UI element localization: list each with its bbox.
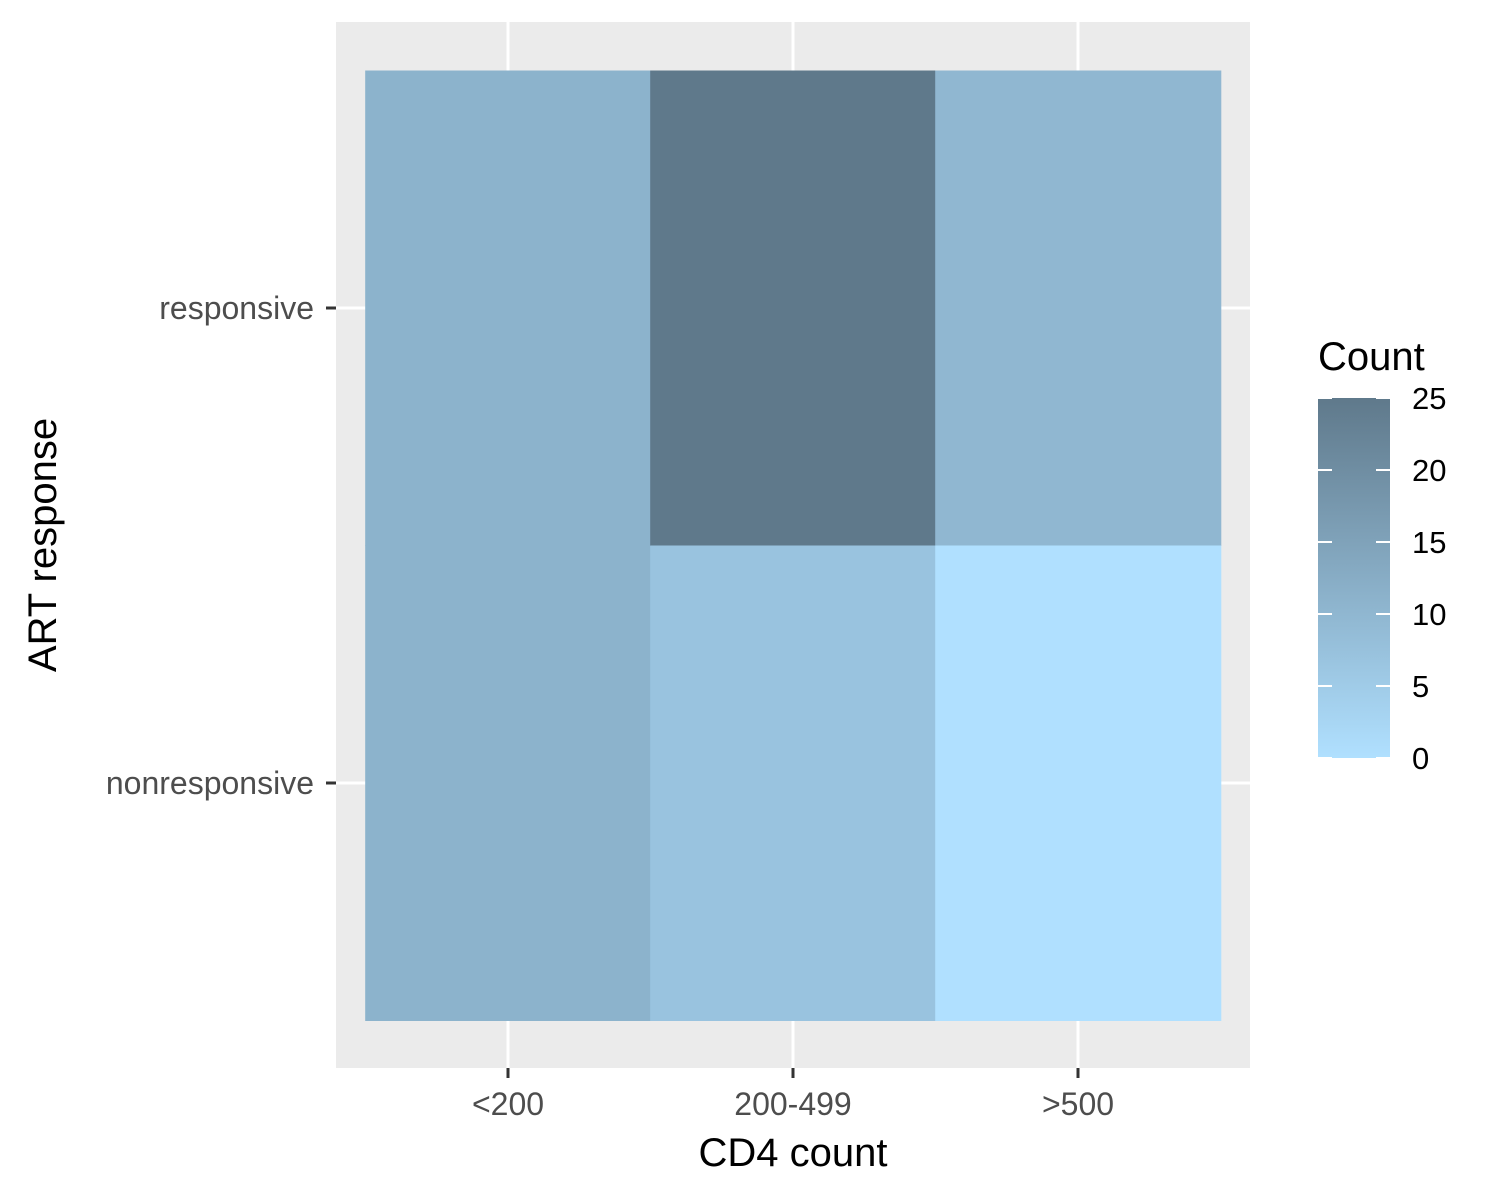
legend: Count 0 5 10 15 20 25 xyxy=(1318,335,1446,776)
x-tick-label: 200-499 xyxy=(734,1086,851,1122)
x-tick-label: <200 xyxy=(472,1086,544,1122)
x-axis-title: CD4 count xyxy=(699,1131,888,1175)
heatmap-cell xyxy=(650,70,937,546)
y-tick-label: responsive xyxy=(159,290,314,326)
heatmap-cell xyxy=(935,545,1222,1021)
legend-title: Count xyxy=(1318,335,1425,379)
legend-tick-label: 5 xyxy=(1412,669,1429,704)
legend-ticks: 0 5 10 15 20 25 xyxy=(1318,381,1446,776)
legend-tick-label: 20 xyxy=(1412,453,1446,488)
y-axis: nonresponsive responsive xyxy=(106,290,336,801)
legend-tick-label: 15 xyxy=(1412,525,1446,560)
legend-colorbar xyxy=(1318,398,1390,758)
legend-tick-label: 25 xyxy=(1412,381,1446,416)
heatmap-cells xyxy=(365,70,1222,1021)
y-tick-label: nonresponsive xyxy=(106,765,314,801)
legend-tick-label: 0 xyxy=(1412,741,1429,776)
x-tick-label: >500 xyxy=(1042,1086,1114,1122)
x-axis: <200 200-499 >500 xyxy=(472,1068,1114,1122)
legend-tick-label: 10 xyxy=(1412,597,1446,632)
heatmap-cell xyxy=(365,545,652,1021)
y-axis-title: ART response xyxy=(21,418,65,672)
heatmap-cell xyxy=(365,70,652,546)
heatmap-cell xyxy=(935,70,1222,546)
heatmap-cell xyxy=(650,545,937,1021)
